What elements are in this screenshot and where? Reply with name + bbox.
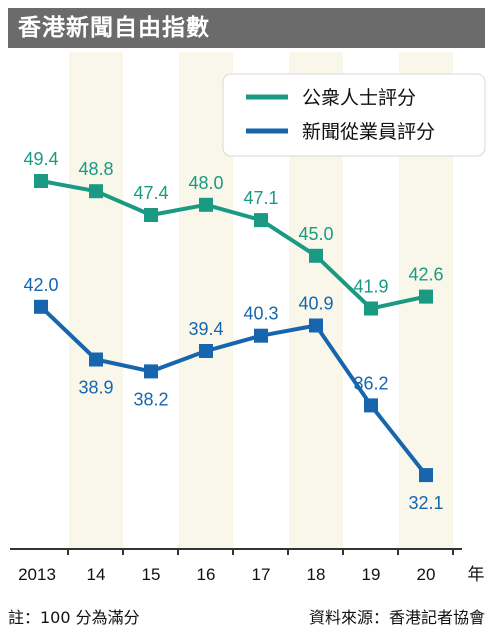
x-tick-label: 16 (197, 565, 216, 584)
legend-box (222, 73, 486, 157)
data-label: 38.2 (133, 389, 168, 409)
x-axis: 2013 14 15 16 17 18 19 20 年 (10, 548, 485, 585)
x-axis-unit: 年 (468, 565, 485, 585)
data-point (364, 398, 378, 413)
data-label: 49.4 (23, 149, 58, 169)
data-point (144, 208, 158, 222)
x-tick-label: 20 (417, 565, 436, 584)
data-point (89, 184, 103, 199)
data-label: 45.0 (298, 224, 333, 244)
data-label: 42.6 (408, 265, 443, 285)
data-point (34, 174, 48, 188)
data-label: 36.2 (353, 373, 388, 393)
data-label: 41.9 (353, 277, 388, 297)
legend-label: 新聞從業員評分 (302, 121, 435, 143)
legend-label: 公衆人士評分 (302, 87, 416, 109)
data-label: 47.4 (133, 183, 168, 203)
series-line (39, 305, 428, 477)
data-point (419, 289, 433, 304)
footer: 註：100 分為滿分 資料來源：香港記者協會 (8, 604, 485, 632)
data-label: 42.0 (23, 275, 58, 295)
data-label: 47.1 (243, 188, 278, 208)
data-labels: 49.4 48.8 47.4 48.0 47.1 45.0 41.9 42.6 42.0 38.9… (23, 149, 443, 513)
series-line (40, 179, 427, 311)
data-label: 32.1 (408, 493, 443, 513)
data-point (254, 213, 268, 228)
x-tick-label: 17 (252, 565, 271, 584)
data-label: 38.9 (78, 378, 113, 398)
x-tick-label: 19 (362, 565, 381, 584)
source-credit: 資料來源：香港記者協會 (308, 608, 485, 627)
chart-title: 香港新聞自由指數 (8, 8, 485, 48)
x-tick-label: 15 (142, 565, 161, 584)
data-point (34, 299, 48, 314)
data-point (309, 318, 323, 333)
data-point (199, 197, 213, 212)
data-point (254, 328, 268, 343)
data-label: 40.3 (243, 304, 278, 324)
footnote: 註：100 分為滿分 (8, 608, 140, 627)
data-label: 40.9 (298, 294, 333, 314)
x-tick-label: 2013 (18, 565, 56, 584)
data-point (364, 301, 378, 316)
data-label: 48.8 (78, 159, 113, 179)
x-tick-label: 14 (87, 565, 106, 584)
data-point (89, 352, 103, 367)
data-point (309, 248, 323, 263)
data-point (199, 344, 213, 358)
background-band (69, 52, 123, 549)
x-tick-label: 18 (307, 565, 326, 584)
data-point (419, 468, 433, 483)
data-label: 48.0 (188, 173, 223, 193)
series-lines (34, 174, 433, 483)
data-point (144, 364, 158, 379)
data-label: 39.4 (188, 319, 223, 339)
